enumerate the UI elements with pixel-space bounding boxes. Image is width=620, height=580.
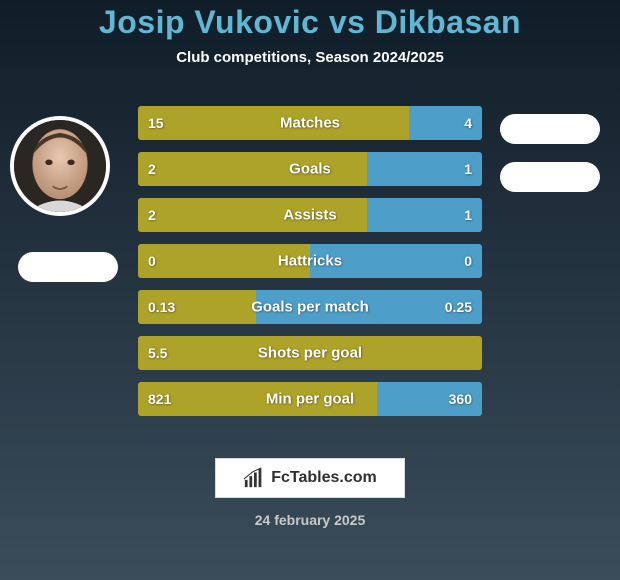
brand-label: FcTables.com — [271, 469, 377, 487]
footer-date: 24 february 2025 — [0, 512, 620, 528]
stat-bar-left-segment — [138, 198, 367, 232]
stat-value-right: 1 — [464, 161, 472, 177]
stat-bar-row: 00Hattricks — [138, 244, 482, 278]
stat-bar-row: 0.130.25Goals per match — [138, 290, 482, 324]
stat-bars-container: 154Matches21Goals21Assists00Hattricks0.1… — [138, 106, 482, 428]
bar-chart-icon — [243, 467, 265, 489]
page-title: Josip Vukovic vs Dikbasan — [0, 4, 620, 41]
stat-bar-left-segment — [138, 382, 377, 416]
avatar-placeholder-icon — [14, 120, 106, 212]
stat-value-right: 360 — [449, 391, 472, 407]
stat-value-left: 0 — [148, 253, 156, 269]
stat-value-left: 821 — [148, 391, 171, 407]
content-root: Josip Vukovic vs Dikbasan Club competiti… — [0, 0, 620, 580]
brand-watermark[interactable]: FcTables.com — [215, 458, 405, 498]
stat-value-right: 1 — [464, 207, 472, 223]
stat-value-right: 0.25 — [445, 299, 472, 315]
stat-bar-row: 21Assists — [138, 198, 482, 232]
stat-bar-left-segment — [138, 152, 367, 186]
stat-value-left: 2 — [148, 207, 156, 223]
stat-bar-left-segment — [138, 336, 482, 370]
stat-bar-row: 821360Min per goal — [138, 382, 482, 416]
player-right-avatar-pill — [500, 114, 600, 144]
stat-bar-row: 154Matches — [138, 106, 482, 140]
player-right-name-pill — [500, 162, 600, 192]
stat-bar-row: 21Goals — [138, 152, 482, 186]
stat-value-right: 0 — [464, 253, 472, 269]
stat-bar-row: 5.5Shots per goal — [138, 336, 482, 370]
stat-bar-right-segment — [310, 244, 482, 278]
stat-value-left: 2 — [148, 161, 156, 177]
player-left-name-pill — [18, 252, 118, 282]
comparison-chart: 154Matches21Goals21Assists00Hattricks0.1… — [0, 96, 620, 426]
stat-bar-left-segment — [138, 106, 409, 140]
stat-bar-left-segment — [138, 244, 310, 278]
stat-value-left: 0.13 — [148, 299, 175, 315]
stat-value-right: 4 — [464, 115, 472, 131]
page-subtitle: Club competitions, Season 2024/2025 — [0, 49, 620, 66]
stat-value-left: 15 — [148, 115, 164, 131]
player-left-avatar — [10, 116, 110, 216]
stat-value-left: 5.5 — [148, 345, 167, 361]
